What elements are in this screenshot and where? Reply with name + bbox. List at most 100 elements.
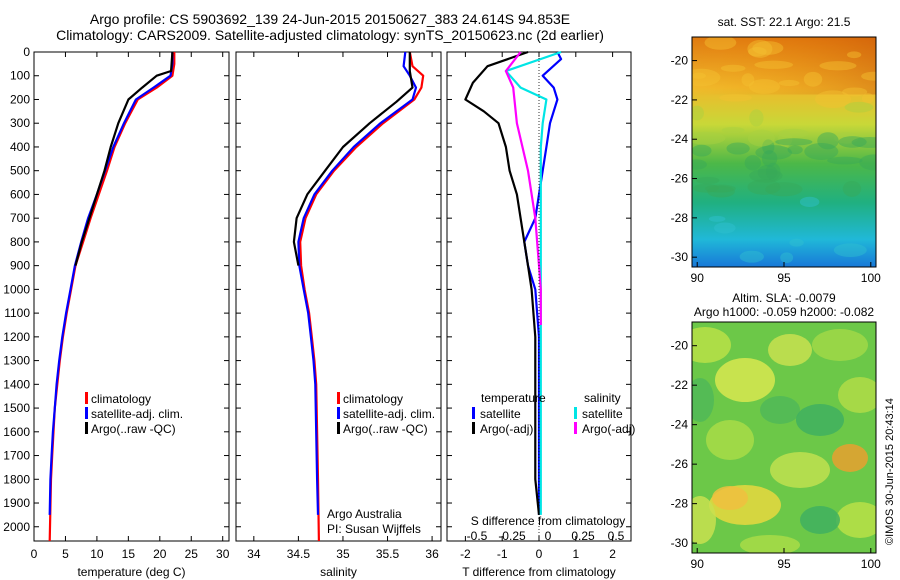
sla-blob: [715, 358, 775, 402]
sla-blob: [796, 404, 844, 436]
sst-texture: [789, 238, 804, 247]
salinity-annotation: PI: Susan Wijffels: [327, 522, 421, 536]
difference-xlabel: T difference from climatology: [462, 565, 616, 579]
depth-tick-label: 200: [10, 92, 30, 106]
sla-blob: [838, 377, 876, 413]
sla-blob: [836, 502, 876, 538]
legend-title-temperature: temperature: [481, 391, 546, 405]
sst-texture: [721, 126, 745, 134]
sst-texture: [775, 138, 813, 146]
imos-credit: ©IMOS 30-Jun-2015 20:43:14: [884, 398, 896, 545]
depth-tick-label: 800: [10, 235, 30, 249]
sla-blob: [692, 327, 731, 363]
depth-tick-label: 500: [10, 164, 30, 178]
difference-legend-label: satellite: [582, 407, 623, 421]
sla-blob: [712, 486, 748, 510]
sst-texture: [851, 136, 876, 148]
sst-texture: [747, 129, 775, 147]
temperature-legend-swatch: [85, 407, 88, 419]
sla-map-ytick-label: -28: [671, 497, 689, 511]
sla-map-ytick-label: -30: [671, 536, 689, 550]
temperature-legend-label: Argo(..raw -QC): [91, 422, 176, 436]
difference-legend-swatch: [472, 422, 475, 434]
sst-map-xtick-label: 95: [777, 271, 791, 285]
sst-texture: [692, 144, 712, 157]
sst-texture: [739, 250, 764, 263]
climatology-subtitle: Climatology: CARS2009. Satellite-adjuste…: [56, 27, 604, 43]
difference-s-tick-label: 0: [545, 529, 552, 543]
sst-map-ytick-label: -24: [671, 132, 689, 146]
sla-blob: [832, 444, 868, 472]
salinity-series-argo-raw-qc-: [292, 52, 414, 266]
sla-blob: [812, 329, 868, 361]
sst-texture: [692, 131, 726, 145]
sst-texture: [692, 68, 721, 87]
sla-blob: [800, 506, 840, 534]
salinity-xtick-label: 36: [425, 547, 439, 561]
temperature-legend-swatch: [85, 422, 88, 434]
difference-s-tick-label: -0.5: [467, 529, 488, 543]
depth-tick-label: 1000: [3, 282, 30, 296]
temperature-xlabel: temperature (deg C): [77, 565, 185, 579]
sst-texture: [846, 51, 862, 59]
salinity-legend-swatch: [337, 392, 340, 404]
sst-texture: [704, 37, 737, 50]
difference-s-label: S difference from climatology: [471, 514, 626, 528]
sla-blob: [768, 334, 812, 366]
sst-texture: [757, 164, 778, 181]
depth-tick-label: 1900: [3, 496, 30, 510]
sst-texture: [693, 183, 720, 193]
difference-legend-label: satellite: [480, 407, 521, 421]
sst-texture: [765, 162, 781, 181]
sst-map-ytick-label: -22: [671, 93, 689, 107]
salinity-legend-swatch: [337, 422, 340, 434]
sst-map-field: [692, 37, 876, 267]
sst-texture: [819, 61, 857, 71]
sst-map-xtick-label: 100: [861, 271, 881, 285]
depth-tick-label: 2000: [3, 520, 30, 534]
sst-texture: [762, 139, 775, 155]
salinity-xtick-label: 34.5: [287, 547, 311, 561]
sst-texture: [692, 72, 707, 79]
salinity-legend-label: Argo(..raw -QC): [343, 422, 428, 436]
difference-xtick-label: 2: [609, 547, 616, 561]
sst-map-panel: 90 95 100 -20 -22 -24 -26 -28 -30 sat. SST: 22.1 …: [671, 15, 881, 285]
sst-texture: [749, 109, 764, 127]
sst-texture: [726, 142, 750, 155]
difference-legend-swatch: [472, 407, 475, 419]
depth-tick-label: 100: [10, 69, 30, 83]
sla-map-ytick-label: -22: [671, 378, 689, 392]
difference-s-tick-label: 0.5: [608, 529, 625, 543]
difference-panel: -2 -1 0 1 2 T difference from climatology temp…: [446, 50, 635, 579]
temperature-series-argo-raw-qc-: [74, 51, 174, 266]
sla-map-ytick-label: -24: [671, 418, 689, 432]
salinity-axes-box: [235, 51, 442, 542]
sla-blob: [770, 452, 830, 488]
sst-texture: [754, 60, 794, 69]
sst-texture: [747, 39, 773, 58]
sst-texture: [817, 132, 839, 150]
temperature-series-satellite-adj-clim-: [48, 52, 174, 515]
depth-tick-label: 900: [10, 259, 30, 273]
sst-texture: [803, 71, 823, 87]
sst-texture: [859, 154, 876, 171]
sla-blob: [760, 396, 800, 424]
depth-tick-label: 1500: [3, 401, 30, 415]
sst-texture: [755, 145, 793, 160]
salinity-xtick-label: 35.5: [376, 547, 400, 561]
depth-tick-label: 1700: [3, 449, 30, 463]
difference-legend-label: Argo(-adj): [480, 422, 533, 436]
sla-blob: [692, 378, 714, 422]
difference-series-temperature-argo-adj-: [464, 50, 541, 516]
sla-map-ytick-label: -20: [671, 339, 689, 353]
sst-map-xtick-label: 90: [691, 271, 705, 285]
temperature-xtick-label: 20: [153, 547, 167, 561]
sst-texture: [741, 73, 755, 87]
sst-texture: [842, 180, 862, 197]
sst-map-title: sat. SST: 22.1 Argo: 21.5: [718, 15, 851, 29]
sla-map-field: [692, 322, 876, 553]
sst-texture: [842, 87, 868, 97]
sst-texture: [714, 222, 736, 234]
temperature-axes-box: [33, 51, 230, 542]
sst-texture: [765, 182, 803, 197]
